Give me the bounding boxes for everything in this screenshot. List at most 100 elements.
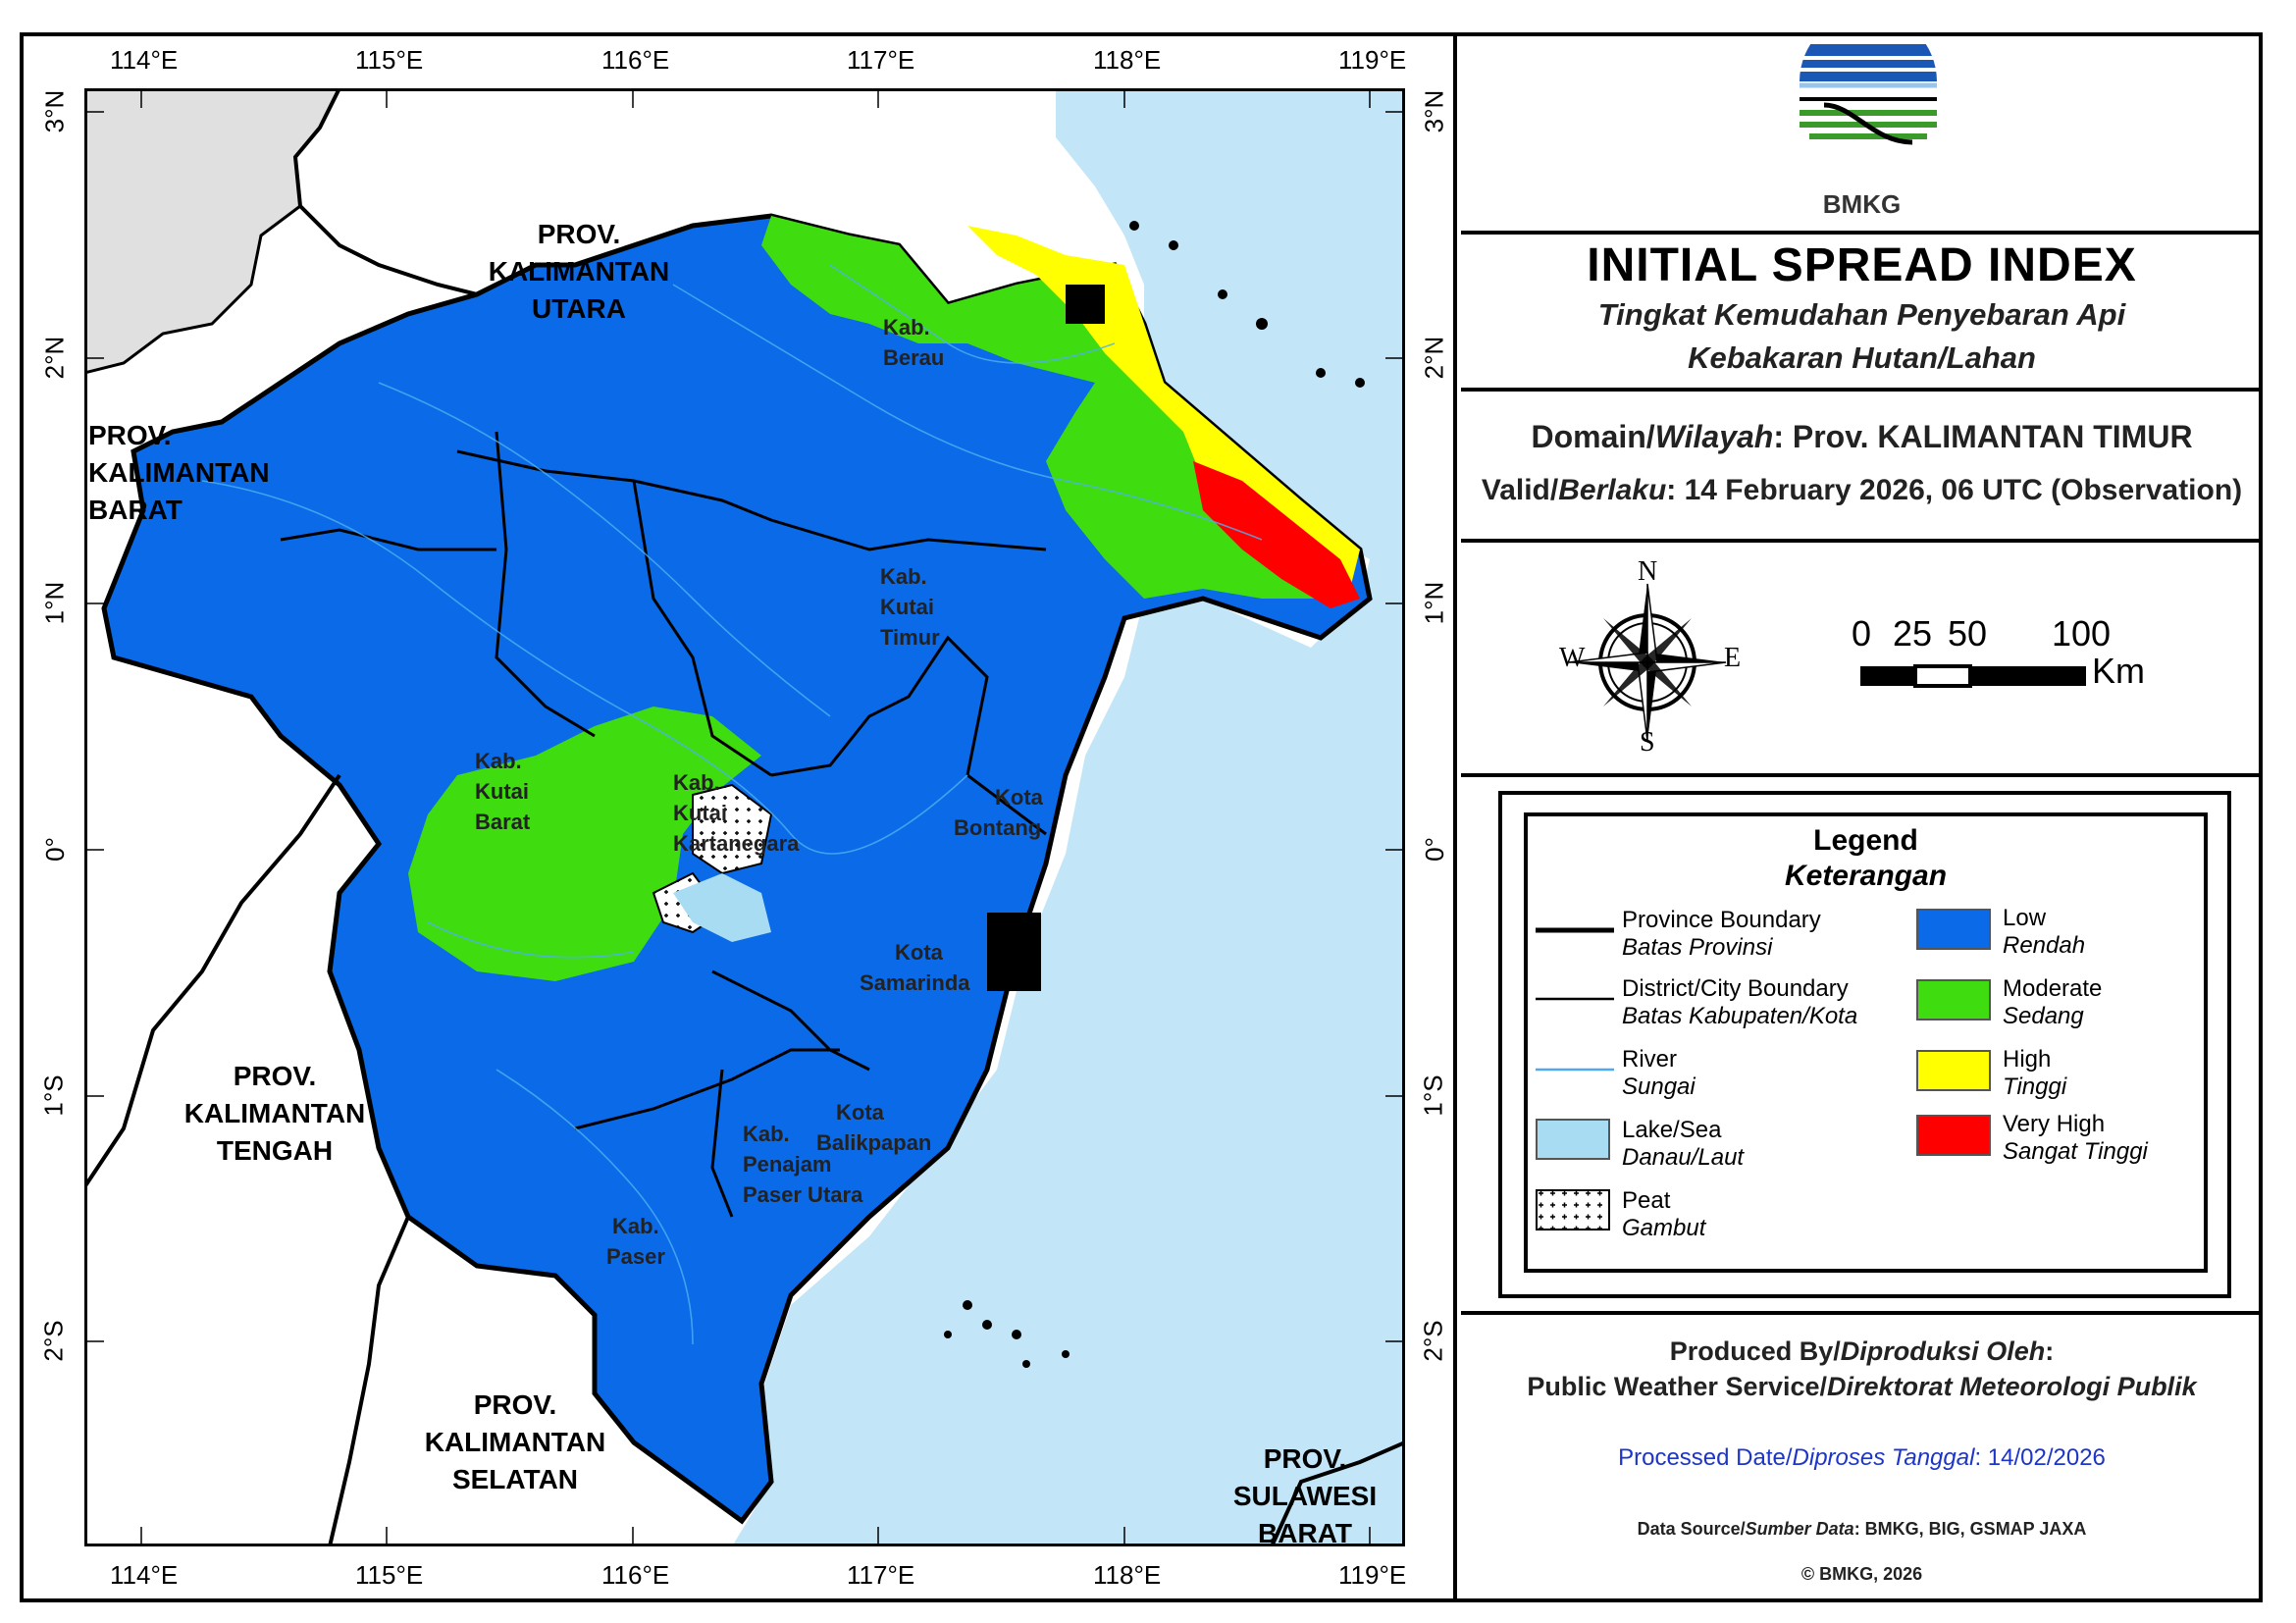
lon-label: 116°E (601, 1560, 670, 1590)
very-high-swatch (1916, 1115, 1991, 1156)
lon-label: 114°E (110, 1560, 179, 1590)
lat-label: 0° (39, 837, 70, 862)
very-high-zone (1193, 461, 1360, 608)
rivers (201, 264, 1263, 1345)
compass-scale-panel: N S W E 0 25 50 100 Km (1461, 541, 2263, 777)
legend-text-en: Peat (1622, 1187, 1671, 1214)
processed-value: : 14/02/2026 (1974, 1444, 2106, 1471)
district-boundaries (280, 431, 1047, 1218)
copyright: © BMKG, 2026 (1800, 1564, 1923, 1584)
legend-text-en: Province Boundary (1622, 907, 1821, 933)
data-source: Data Source/Sumber Data: BMKG, BIG, GSMA… (1461, 1519, 2263, 1540)
province-boundary-symbol (1536, 927, 1614, 933)
label-line: Paser Utara (743, 1182, 863, 1207)
legend-moderate: Moderate Sedang (2003, 975, 2102, 1030)
label-line: Kutai (673, 801, 727, 825)
islands (944, 221, 1365, 1368)
label-line: TENGAH (216, 1135, 334, 1166)
legend-text-en: High (2003, 1046, 2052, 1073)
legend-lake: Lake/Sea Danau/Laut (1622, 1117, 1744, 1172)
label-line: Kota (995, 785, 1043, 810)
footer-panel: Produced By/Diproduksi Oleh: Public Weat… (1461, 1313, 2263, 1598)
label-line: Kab. (880, 564, 927, 589)
legend-text-en: Very High (2003, 1111, 2106, 1137)
scale-label: 0 (1852, 613, 1872, 654)
label-line: BARAT (88, 495, 183, 525)
district-label-samarinda: Kota Samarinda (860, 937, 970, 998)
map-subtitle-2: Kebakaran Hutan/Lahan (1688, 340, 2036, 375)
scale-label: 100 (2052, 613, 2112, 654)
scale-label: 50 (1948, 613, 1988, 654)
lat-label: 0° (1419, 837, 1449, 862)
label-line: Samarinda (860, 970, 970, 995)
lat-label: 1°N (39, 581, 70, 625)
label-line: Kab. (475, 749, 522, 773)
province-label-kalsel: PROV. KALIMANTAN SELATAN (392, 1387, 638, 1498)
domain-label-en: Domain/ (1531, 419, 1655, 454)
legend-inner: Legend Keterangan Province Boundary Batas… (1524, 812, 2208, 1273)
lake-swatch (1536, 1119, 1610, 1160)
service-id: Direktorat Meteorologi Publik (1827, 1372, 2197, 1401)
label-line: PROV. (233, 1061, 317, 1091)
province-label-kalbar: PROV. KALIMANTAN BARAT (88, 417, 304, 529)
valid-label-en: Valid/ (1481, 474, 1559, 506)
label-line: KALIMANTAN (183, 1098, 366, 1128)
service-line: Public Weather Service/Direktorat Meteor… (1461, 1372, 2263, 1402)
label-line: PROV. (1263, 1443, 1347, 1474)
compass-e: E (1724, 643, 1742, 673)
district-label-paser: Kab. Paser (606, 1211, 665, 1272)
source-en: Data Source/ (1637, 1519, 1746, 1539)
domain-value: : Prov. KALIMANTAN TIMUR (1773, 419, 2193, 454)
lon-label: 116°E (601, 45, 670, 75)
lat-label: 2°S (1418, 1320, 1448, 1362)
domain-line: Domain/Wilayah: Prov. KALIMANTAN TIMUR (1461, 419, 2263, 455)
legend-high: High Tinggi (2003, 1046, 2066, 1101)
legend-province-boundary: Province Boundary Batas Provinsi (1622, 907, 1821, 962)
label-line: Barat (475, 810, 531, 834)
label-line: Kutai (880, 595, 934, 619)
lon-label: 118°E (1093, 1560, 1162, 1590)
moderate-swatch (1916, 979, 1991, 1021)
title-panel: INITIAL SPREAD INDEX Tingkat Kemudahan P… (1461, 233, 2263, 392)
produced-colon: : (2045, 1336, 2055, 1366)
district-label-berau: Kab. Berau (883, 312, 944, 373)
district-label-balikpapan: Kota Balikpapan (816, 1097, 931, 1158)
legend-box: Legend Keterangan Province Boundary Batas… (1498, 791, 2231, 1298)
label-line: Kab. (612, 1214, 659, 1238)
district-label-kutai-kartanegara: Kab. Kutai Kartanegara (673, 767, 799, 859)
graticule (84, 88, 1405, 1546)
high-swatch (1916, 1050, 1991, 1091)
map-canvas (84, 88, 1405, 1546)
lat-label: 1°S (1418, 1074, 1448, 1117)
label-line: KALIMANTAN (488, 256, 670, 287)
label-line: Penajam (743, 1152, 832, 1177)
label-line: Kota (895, 940, 943, 965)
processed-en: Processed Date/ (1618, 1444, 1793, 1471)
compass-rose-icon (1568, 583, 1727, 742)
scale-unit: Km (2092, 651, 2145, 691)
label-line: Balikpapan (816, 1130, 932, 1155)
legend-text-en: District/City Boundary (1622, 975, 1849, 1002)
label-line: Kutai (475, 779, 529, 804)
label-line: SULAWESI (1232, 1481, 1378, 1511)
district-label-kutai-barat: Kab. Kutai Barat (475, 746, 530, 837)
label-line: Kartanegara (673, 831, 800, 856)
legend-river: River Sungai (1622, 1046, 1696, 1101)
source-id: Sumber Data (1745, 1519, 1854, 1539)
province-label-kalteng: PROV. KALIMANTAN TENGAH (147, 1058, 402, 1170)
legend-text-id: Gambut (1622, 1215, 1706, 1241)
label-line: UTARA (532, 293, 626, 324)
legend-very-high: Very High Sangat Tinggi (2003, 1111, 2148, 1166)
moderate-zone-kutai (408, 707, 761, 981)
label-line: KALIMANTAN (88, 457, 270, 488)
lon-label: 119°E (1338, 1560, 1407, 1590)
lon-label: 119°E (1338, 45, 1407, 75)
label-line: PROV. (473, 1389, 557, 1420)
lon-label: 115°E (355, 1560, 424, 1590)
legend-low: Low Rendah (2003, 905, 2085, 960)
low-swatch (1916, 909, 1991, 950)
lon-label: 114°E (110, 45, 179, 75)
valid-line: Valid/Berlaku: 14 February 2026, 06 UTC … (1461, 474, 2263, 507)
peat-zone (692, 783, 773, 875)
produced-by: Produced By/Diproduksi Oleh: (1461, 1336, 2263, 1367)
